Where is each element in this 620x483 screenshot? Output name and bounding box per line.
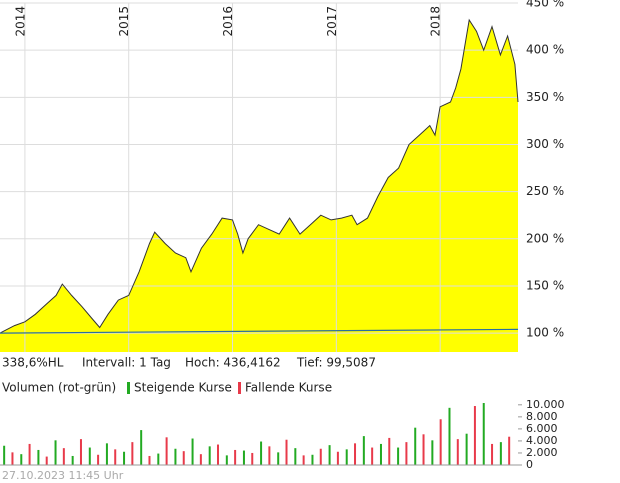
volume-bar xyxy=(336,451,339,465)
legend-entry: Steigende Kurse xyxy=(134,381,232,395)
volume-bar xyxy=(157,453,160,465)
y-tick-label: 150 % xyxy=(526,278,564,292)
info-high: Hoch: 436,4162 xyxy=(185,356,281,370)
volume-bar xyxy=(123,451,126,465)
y-tick-label: 4.000 xyxy=(526,434,558,447)
volume-bar xyxy=(482,403,485,465)
volume-bar xyxy=(508,436,511,465)
volume-bar xyxy=(405,442,408,465)
x-tick-label: 2015 xyxy=(117,6,131,37)
y-tick-label: 0 xyxy=(526,458,533,471)
y-tick-label: 400 % xyxy=(526,43,564,57)
volume-bar xyxy=(465,433,468,465)
volume-bar xyxy=(20,454,23,465)
volume-bar xyxy=(345,449,348,465)
info-low: Tief: 99,5087 xyxy=(296,356,376,370)
y-tick-label: 350 % xyxy=(526,90,564,104)
volume-bar xyxy=(294,448,297,465)
volume-bar xyxy=(251,452,254,465)
x-tick-label: 2017 xyxy=(325,6,339,37)
volume-bar xyxy=(79,439,82,465)
volume-bar xyxy=(208,446,211,465)
volume-bar xyxy=(371,447,374,465)
info-interval: Intervall: 1 Tag xyxy=(82,356,171,370)
volume-bar xyxy=(354,443,357,465)
volume-bar xyxy=(37,449,40,465)
volume-bar xyxy=(54,440,57,465)
volume-bar xyxy=(131,442,134,465)
y-tick-label: 250 % xyxy=(526,184,564,198)
volume-bar xyxy=(225,455,228,465)
volume-bar xyxy=(216,444,219,465)
info-hl: 338,6%HL xyxy=(2,356,64,370)
volume-bar xyxy=(191,438,194,465)
legend-swatch xyxy=(127,382,130,394)
volume-bar xyxy=(499,442,502,465)
volume-bar xyxy=(88,447,91,465)
legend-entry: Fallende Kurse xyxy=(245,381,332,395)
benchmark-line xyxy=(0,328,519,334)
x-tick-label: 2016 xyxy=(221,6,235,37)
volume-bar xyxy=(431,440,434,465)
y-tick-label: 8.000 xyxy=(526,410,558,423)
y-tick-label: 200 % xyxy=(526,231,564,245)
volume-bar xyxy=(448,407,451,465)
volume-bar xyxy=(268,446,271,465)
y-tick-label: 10.000 xyxy=(526,398,565,411)
volume-bar xyxy=(199,454,202,465)
volume-bar xyxy=(97,454,100,465)
legend-swatch xyxy=(238,382,241,394)
footnote: 27.10.2023 11:45 Uhr xyxy=(2,469,124,482)
volume-bar xyxy=(174,448,177,465)
area-fill xyxy=(0,20,518,352)
volume-bar xyxy=(456,439,459,465)
volume-bar xyxy=(165,437,168,465)
volume-bar xyxy=(234,449,237,465)
volume-bar xyxy=(422,434,425,465)
y-tick-label: 300 % xyxy=(526,137,564,151)
y-tick-label: 2.000 xyxy=(526,446,558,459)
volume-bar xyxy=(379,443,382,465)
volume-bar xyxy=(414,427,417,465)
volume-bar xyxy=(182,451,185,465)
price-line xyxy=(0,18,519,334)
volume-bar xyxy=(285,439,288,465)
volume-bar xyxy=(242,450,245,465)
volume-bar xyxy=(311,454,314,465)
volume-bar xyxy=(45,456,48,465)
volume-bar xyxy=(114,449,117,465)
x-tick-label: 2014 xyxy=(13,6,27,37)
volume-bar xyxy=(28,443,31,465)
y-tick-label: 450 % xyxy=(526,0,564,10)
volume-bar xyxy=(148,455,151,465)
volume-bar xyxy=(3,445,6,465)
volume-title: Volumen (rot-grün) xyxy=(2,381,116,395)
y-tick-label: 6.000 xyxy=(526,422,558,435)
volume-bar xyxy=(473,406,476,465)
volume-bar xyxy=(362,436,365,465)
volume-bar xyxy=(11,452,14,465)
volume-bar xyxy=(439,419,442,465)
volume-bar xyxy=(328,445,331,465)
volume-bar xyxy=(302,455,305,465)
volume-bar xyxy=(260,441,263,465)
y-tick-label: 100 % xyxy=(526,326,564,340)
x-tick-label: 2018 xyxy=(429,6,443,37)
volume-bar xyxy=(62,448,65,465)
volume-bar xyxy=(277,452,280,465)
volume-bar xyxy=(71,455,74,465)
volume-bar xyxy=(105,443,108,465)
volume-bar xyxy=(319,448,322,465)
volume-bar xyxy=(388,437,391,465)
volume-bar xyxy=(491,443,494,465)
volume-bar xyxy=(140,430,143,465)
volume-bar xyxy=(397,447,400,465)
